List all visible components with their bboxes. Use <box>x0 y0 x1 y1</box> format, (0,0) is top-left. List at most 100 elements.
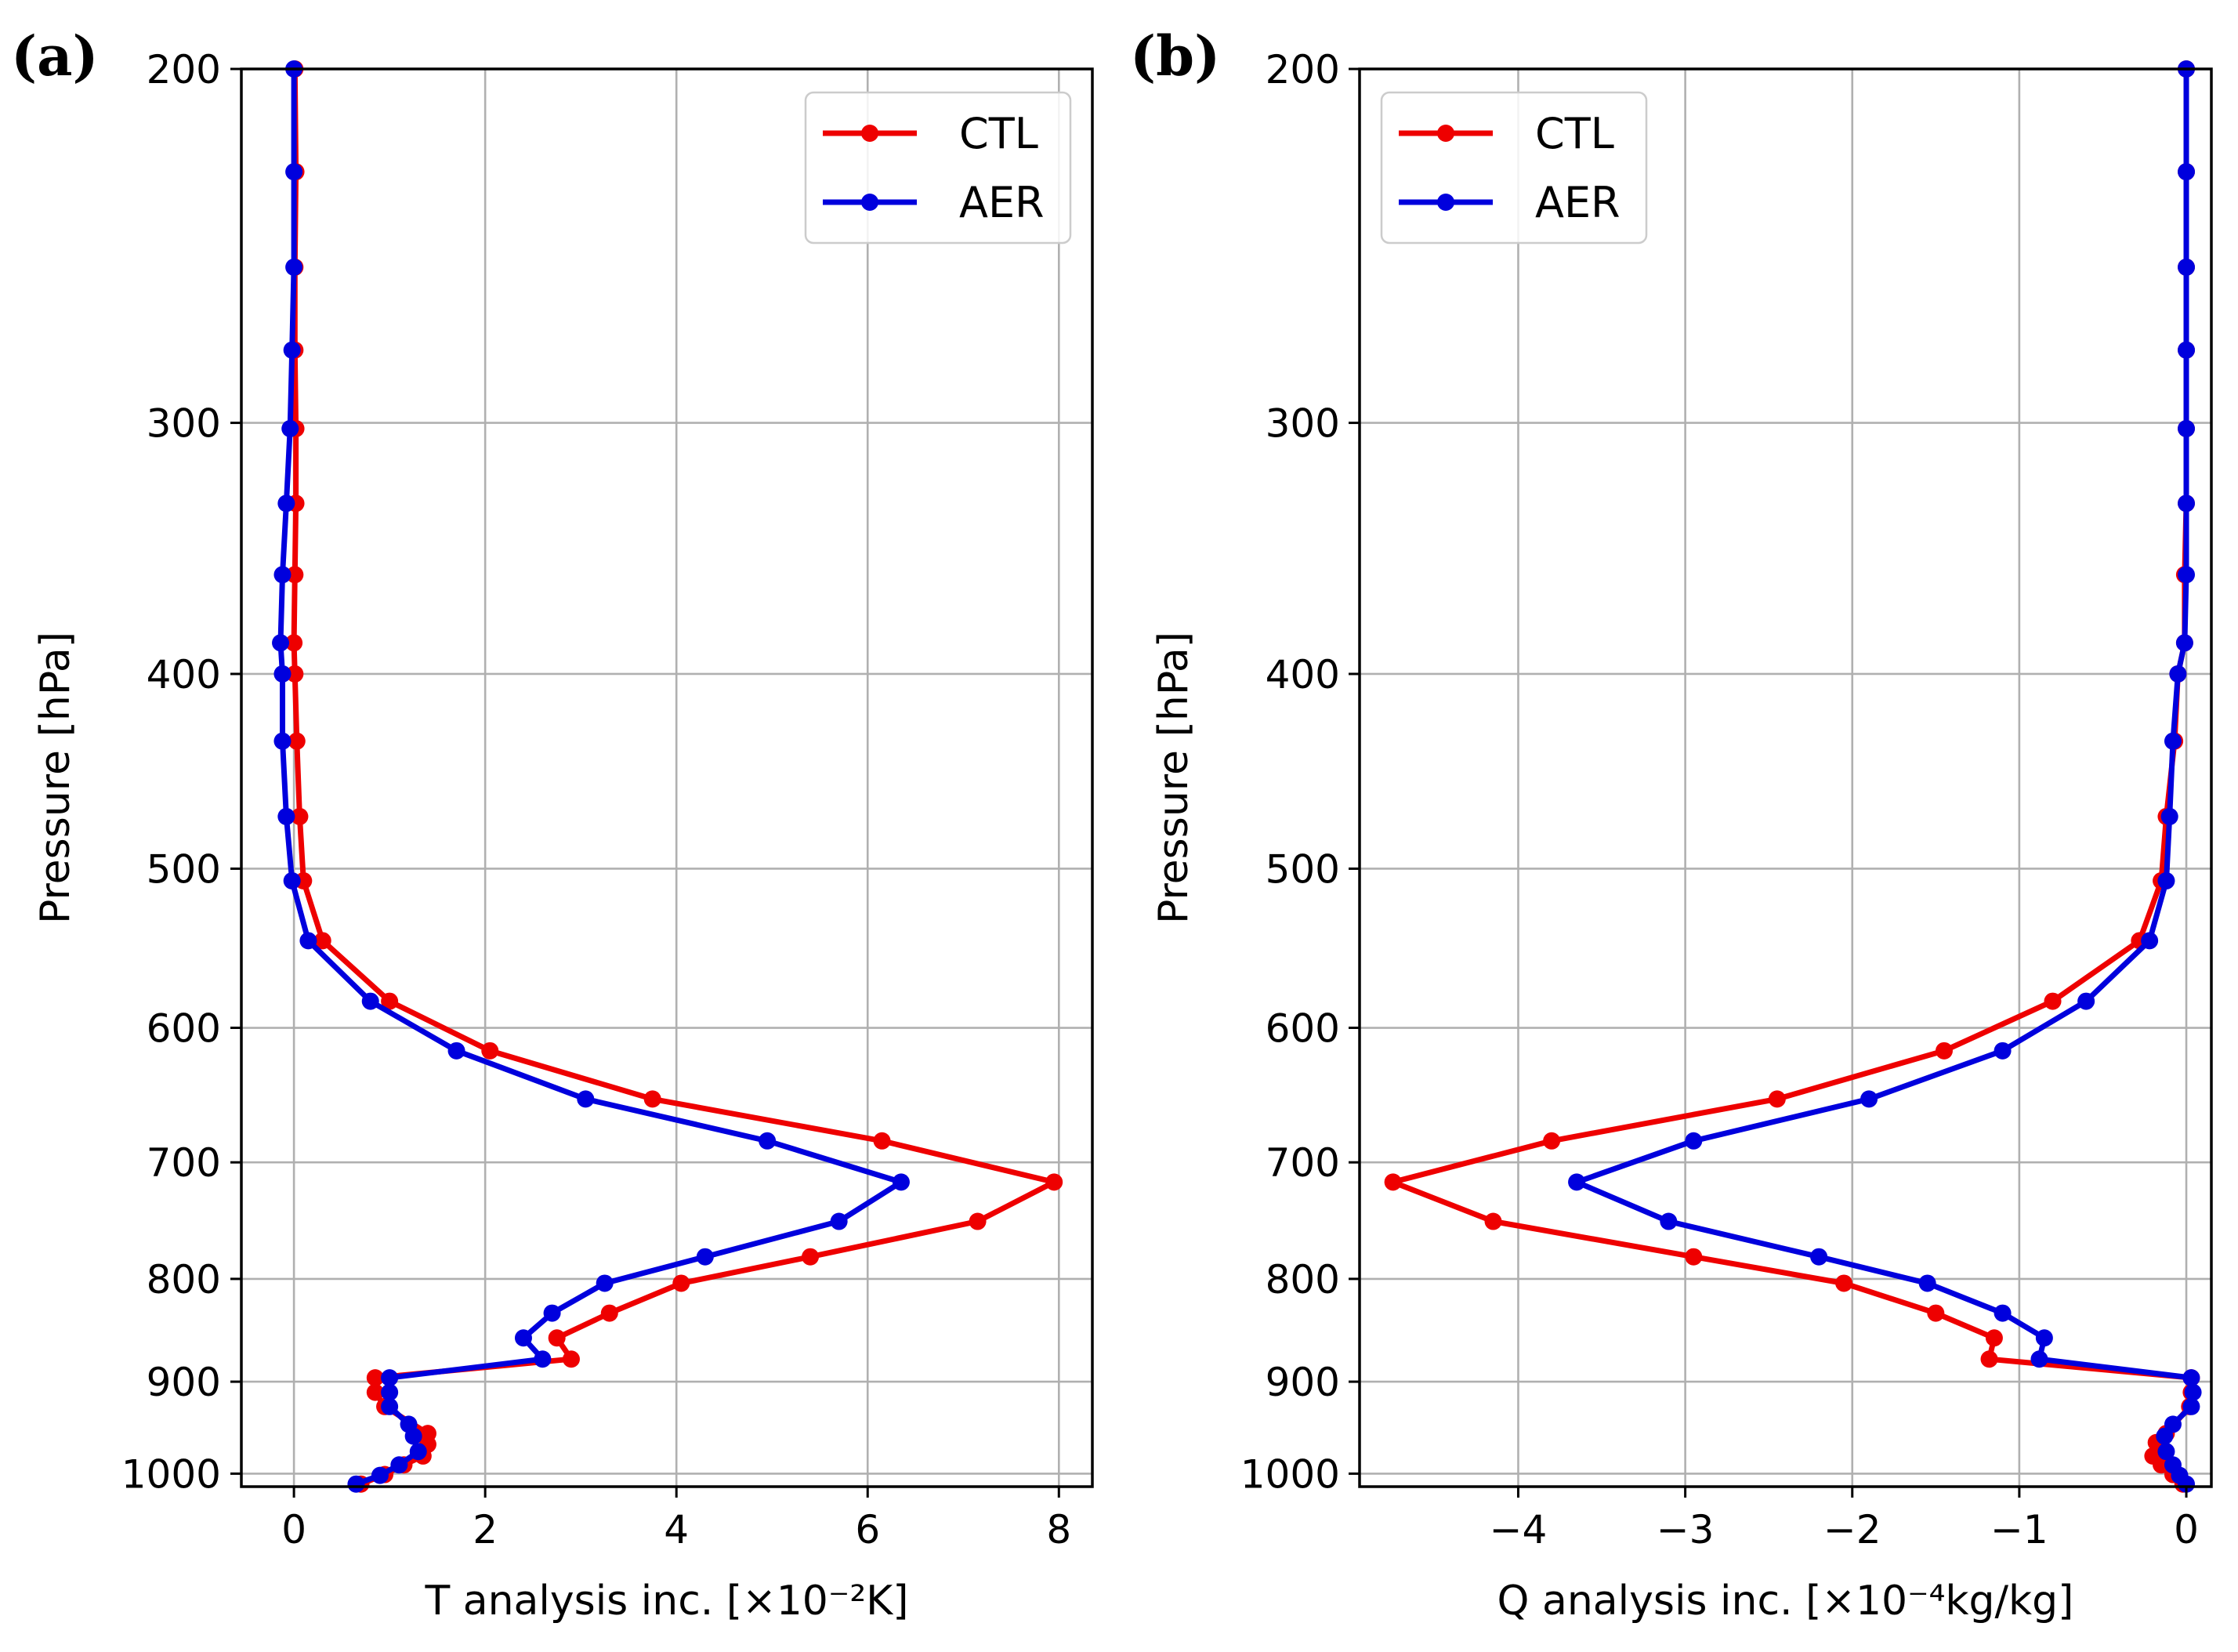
data-point-aer <box>273 566 292 584</box>
data-point-aer <box>2175 634 2193 652</box>
legend-label-ctl: CTL <box>959 109 1038 158</box>
data-point-ctl <box>286 665 304 683</box>
y-tick-label: 800 <box>147 1257 221 1302</box>
data-point-aer <box>277 807 295 825</box>
data-point-aer <box>347 1475 365 1493</box>
data-point-aer <box>2141 932 2159 950</box>
y-tick-label: 500 <box>147 846 221 892</box>
y-tick-label: 800 <box>1266 1257 1340 1302</box>
legend-label-aer: AER <box>959 178 1045 227</box>
data-point-aer <box>409 1443 427 1461</box>
y-tick-label: 300 <box>147 401 221 447</box>
data-point-aer <box>283 341 301 359</box>
data-point-aer <box>2182 1369 2200 1387</box>
data-point-ctl <box>1980 1350 1998 1368</box>
data-point-ctl <box>873 1132 891 1150</box>
data-point-ctl <box>286 566 304 584</box>
data-point-aer <box>381 1397 399 1415</box>
data-point-ctl <box>1935 1042 1953 1060</box>
data-point-aer <box>371 1466 389 1484</box>
x-tick-label: −2 <box>1823 1507 1881 1552</box>
data-point-aer <box>2178 495 2196 513</box>
plot-frame <box>1358 67 2213 1488</box>
data-point-aer <box>2169 665 2187 683</box>
data-point-aer <box>514 1329 532 1347</box>
panel-b: −4 −3 −2 −1 0 200 300 400 500 600 700 800 900 1000 Q a… <box>1130 24 2213 1625</box>
data-point-aer <box>273 732 292 750</box>
data-point-ctl <box>1835 1274 1853 1292</box>
x-axis-label: Q analysis inc. [×10⁻⁴kg/kg] <box>1497 1578 2074 1625</box>
data-point-ctl <box>1045 1173 1063 1191</box>
data-point-ctl <box>291 807 309 825</box>
data-point-aer <box>1994 1042 2012 1060</box>
y-tick-label: 1000 <box>1240 1451 1340 1497</box>
data-point-aer <box>1568 1173 1586 1191</box>
legend-marker-aer <box>1437 194 1454 211</box>
data-point-ctl <box>1985 1329 2003 1347</box>
data-point-aer <box>577 1090 595 1108</box>
data-point-aer <box>381 1369 399 1387</box>
y-tick-label: 900 <box>147 1360 221 1405</box>
data-point-ctl <box>381 992 399 1010</box>
data-point-ctl <box>562 1350 580 1368</box>
data-point-aer <box>2030 1350 2048 1368</box>
data-point-aer <box>381 1383 399 1401</box>
y-tick-label: 200 <box>147 47 221 92</box>
x-tick-label: 4 <box>664 1507 689 1552</box>
y-tick-label: 200 <box>1266 47 1340 92</box>
data-point-aer <box>2156 1427 2174 1445</box>
data-point-ctl <box>1484 1212 1502 1230</box>
data-point-aer <box>696 1248 714 1266</box>
y-tick-label: 900 <box>1266 1360 1340 1405</box>
x-tick-label: 2 <box>473 1507 498 1552</box>
legend-marker-ctl <box>1437 125 1454 142</box>
y-axis-label: Pressure [hPa] <box>1150 632 1197 924</box>
data-point-ctl <box>366 1369 384 1387</box>
data-point-aer <box>2178 1475 2196 1493</box>
y-axis-label: Pressure [hPa] <box>32 632 79 924</box>
data-point-ctl <box>643 1090 661 1108</box>
data-point-ctl <box>1543 1132 1561 1150</box>
data-point-aer <box>2178 258 2196 276</box>
data-point-aer <box>2077 992 2095 1010</box>
data-point-aer <box>281 419 299 437</box>
data-point-aer <box>2182 1397 2200 1415</box>
y-tick-label: 400 <box>1266 652 1340 697</box>
data-point-aer <box>390 1456 408 1474</box>
data-point-ctl <box>313 932 331 950</box>
y-tick-label: 600 <box>147 1006 221 1052</box>
y-tick-label: 1000 <box>121 1451 221 1497</box>
data-point-ctl <box>600 1304 618 1322</box>
data-point-aer <box>1810 1248 1828 1266</box>
data-point-aer <box>2184 1383 2202 1401</box>
data-point-aer <box>1918 1274 1936 1292</box>
legend-marker-ctl <box>861 125 878 142</box>
data-point-ctl <box>2044 992 2062 1010</box>
x-tick-label: 0 <box>281 1507 306 1552</box>
y-tick-label: 600 <box>1266 1006 1340 1052</box>
data-point-aer <box>2160 807 2178 825</box>
x-tick-label: 0 <box>2174 1507 2199 1552</box>
data-point-ctl <box>1384 1173 1402 1191</box>
data-point-aer <box>2035 1329 2053 1347</box>
data-point-ctl <box>288 732 306 750</box>
data-point-aer <box>543 1304 561 1322</box>
data-point-aer <box>759 1132 777 1150</box>
data-point-aer <box>272 634 290 652</box>
x-tick-label: 6 <box>855 1507 880 1552</box>
data-point-aer <box>830 1212 848 1230</box>
data-point-ctl <box>969 1212 987 1230</box>
data-point-aer <box>2157 871 2175 889</box>
legend-label-aer: AER <box>1535 178 1621 227</box>
data-point-aer <box>273 665 292 683</box>
data-point-aer <box>2178 566 2196 584</box>
data-point-aer <box>361 992 379 1010</box>
data-point-aer <box>596 1274 614 1292</box>
data-point-ctl <box>366 1383 384 1401</box>
data-point-ctl <box>285 634 303 652</box>
y-tick-label: 500 <box>1266 846 1340 892</box>
y-tick-label: 400 <box>147 652 221 697</box>
data-point-aer <box>283 871 301 889</box>
